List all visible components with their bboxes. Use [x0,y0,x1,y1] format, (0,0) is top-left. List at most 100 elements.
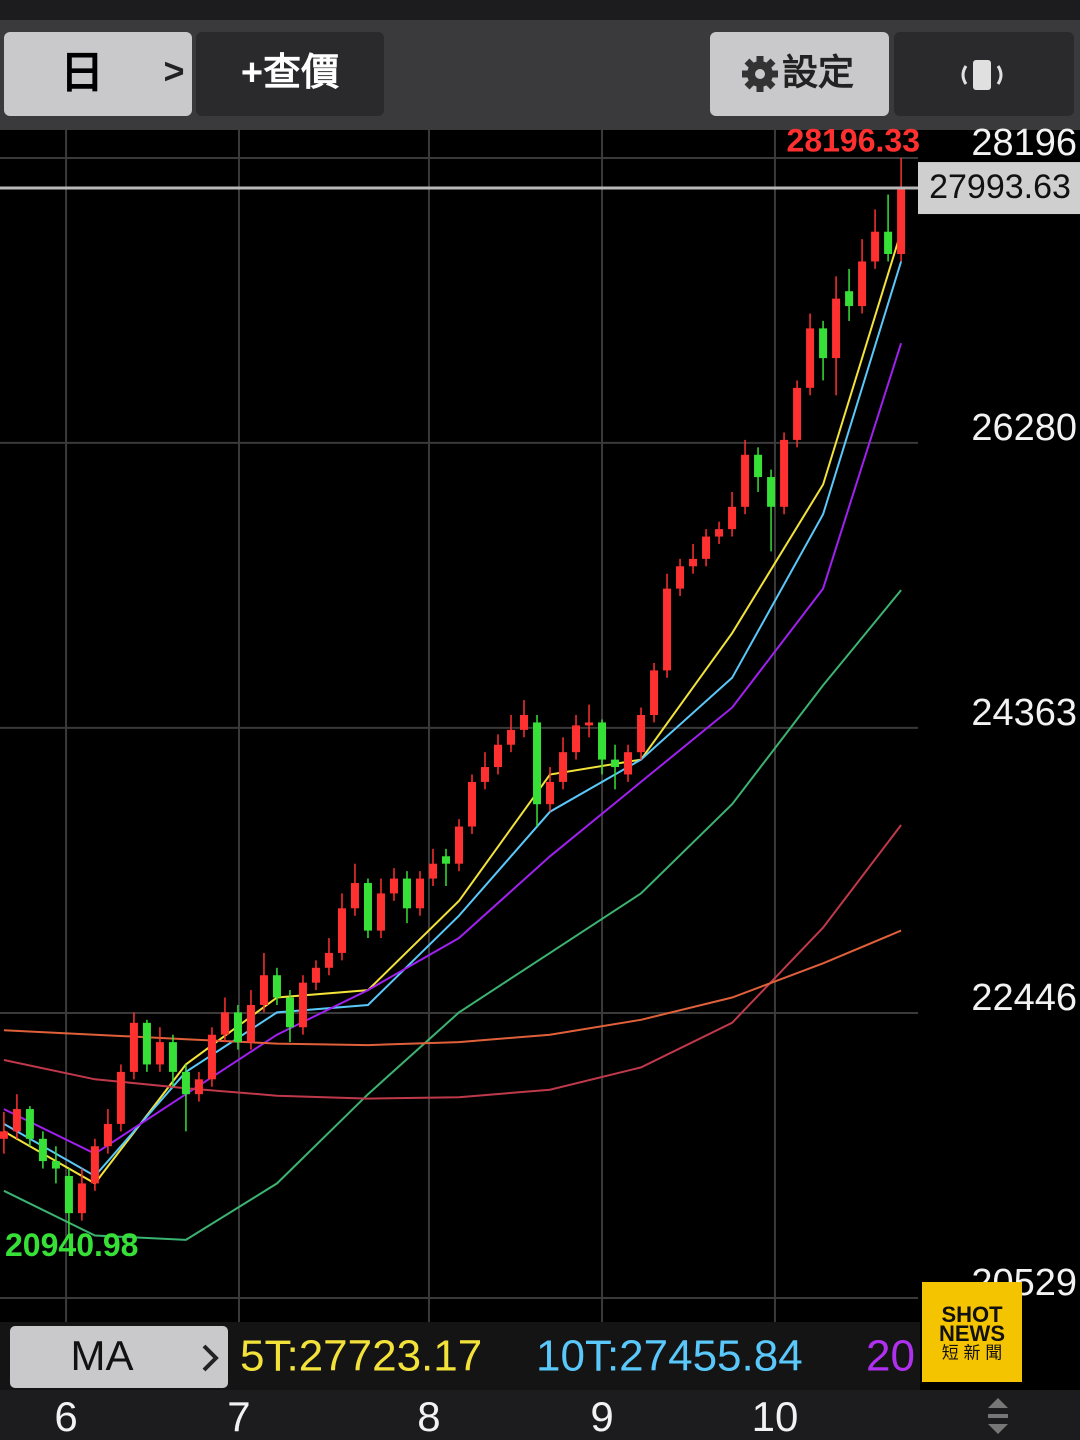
x-axis: 6 7 8 9 10 [54,1393,798,1440]
candle-body [77,1183,86,1214]
candle-body [103,1123,112,1147]
x-tick-label: 10 [752,1393,799,1440]
gear-icon [742,56,778,92]
candle-body [428,863,437,879]
x-tick-label: 8 [417,1393,440,1440]
candles [0,157,906,1237]
candle-body [663,588,672,671]
candle-body [728,506,737,530]
candle-body [884,231,893,255]
candle-body [181,1071,190,1095]
candle-body [207,1034,216,1080]
candle-body [650,670,659,715]
candle-body [415,878,424,909]
candle-body [129,1022,138,1072]
candle-body [702,536,711,559]
candle-body [520,714,529,730]
candle-body [168,1042,177,1072]
indicator-label: MA [71,1332,134,1379]
candle-body [376,893,385,931]
last-price-box [918,162,1080,215]
candle-body [598,722,607,760]
candle-body [441,856,450,864]
scroll-icon [988,1398,1008,1434]
candle-body [64,1175,73,1214]
y-tick-label: 26280 [971,407,1077,449]
candle-body [806,328,815,388]
high-label: 28196.33 [787,122,920,158]
ma-legend-entry: 10T:27455.84 [536,1332,803,1381]
candle-body [285,997,294,1028]
candle-body [233,1012,242,1043]
candle-body [350,883,359,909]
period-chevron: > [163,51,184,92]
watermark-line1: SHOT [941,1302,1003,1327]
candle-body [455,826,463,864]
candle-body [363,883,372,931]
candle-body [832,298,841,359]
settings-label: 設定 [782,52,854,93]
last-price-label: 27993.63 [929,168,1071,206]
candle-body [572,725,581,753]
candle-body [559,752,568,782]
ma-legend: 5T:27723.17 10T:27455.84 20 [240,1332,915,1381]
indicator-button[interactable] [10,1326,228,1388]
x-tick-label: 9 [590,1393,613,1440]
candle-body [142,1022,151,1065]
candle-body [481,767,490,782]
settings-button[interactable] [710,32,889,116]
candle-body [337,908,346,953]
watermark-box [922,1282,1022,1382]
candle-body [624,752,633,775]
candle-body [533,722,542,805]
candle-body [767,477,776,507]
watermark-line2: NEWS [939,1321,1005,1346]
ma-lines [3,231,903,1241]
ma-line [3,824,902,1100]
ma-line [3,231,903,1185]
ma-legend-entry: 5T:27723.17 [240,1332,482,1381]
candle-body [402,878,411,909]
overlay: 205292244624363262802819627993.6328196.3… [0,122,1080,1304]
candle-body [324,952,333,968]
period-label: 日 [60,49,104,98]
candle-body [116,1071,125,1124]
candle-body [754,454,763,478]
candle-body [51,1161,60,1169]
quote-button[interactable] [196,32,384,116]
quote-label: +查價 [241,52,339,94]
ma-line [3,342,903,1155]
candle-body [858,261,867,307]
candle-body [897,188,906,255]
y-tick-label: 28196 [971,122,1077,164]
indicator-chevron [202,1344,219,1372]
candle-body [819,328,828,359]
watermark-line3: 短 新 聞 [942,1343,1002,1362]
candle-body [871,231,880,262]
candle-body [715,529,724,537]
ma-legend-entry: 20 [866,1332,915,1381]
candle-body [12,1109,21,1132]
candle-body [611,759,620,768]
candle-body [298,982,307,1028]
candle-body [90,1146,99,1184]
candle-body [0,1131,8,1139]
candle-body [494,744,503,768]
x-tick-label: 7 [227,1393,250,1440]
x-tick-label: 6 [54,1393,77,1440]
ma-line [3,261,903,1178]
candle-body [845,291,854,307]
candle-body [259,975,268,1005]
candle-body [507,729,516,745]
candle-body [220,1012,229,1035]
candle-body [637,714,646,753]
candle-body [546,781,555,805]
rotate-icon [961,60,1003,90]
ma-line [3,929,902,1047]
candle-body [585,722,594,726]
candle-body [741,454,750,507]
period-button[interactable] [4,32,192,116]
candle-body [38,1138,47,1162]
